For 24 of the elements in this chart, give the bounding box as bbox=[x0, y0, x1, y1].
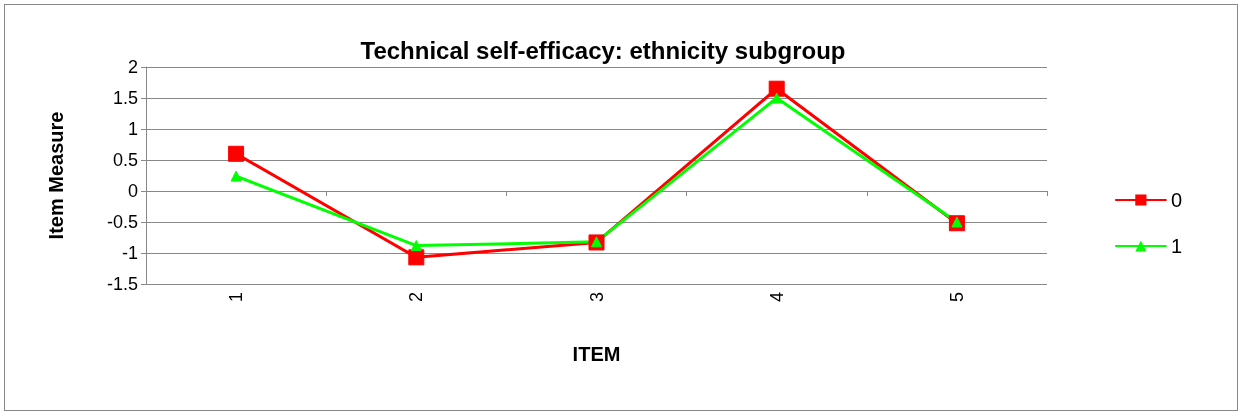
chart-title: Technical self-efficacy: ethnicity subgroup bbox=[360, 36, 846, 64]
point bbox=[228, 145, 245, 162]
point bbox=[408, 249, 425, 266]
y-tick-label: -1 bbox=[121, 243, 138, 263]
x-tick-label: 4 bbox=[766, 292, 787, 303]
point bbox=[768, 80, 785, 97]
x-tick-label: 1 bbox=[226, 292, 247, 303]
point bbox=[410, 240, 422, 252]
y-tick-label: 1 bbox=[127, 119, 138, 139]
point bbox=[230, 170, 242, 182]
y-tick-label: -1.5 bbox=[106, 274, 138, 294]
legend-label: 0 bbox=[1170, 189, 1182, 211]
x-tick-label: 3 bbox=[586, 292, 607, 303]
x-tick-label: 5 bbox=[946, 292, 967, 303]
x-axis-title: ITEM bbox=[572, 343, 621, 365]
point bbox=[771, 92, 783, 104]
legend-label: 1 bbox=[1170, 235, 1182, 257]
y-tick-label: 1.5 bbox=[112, 88, 138, 108]
y-tick-label: -0.5 bbox=[106, 212, 138, 232]
y-tick-label: 2 bbox=[127, 57, 138, 77]
y-tick-label: 0.5 bbox=[112, 150, 138, 170]
x-tick-label: 2 bbox=[406, 292, 427, 303]
y-tick-label: 0 bbox=[127, 181, 138, 201]
y-axis-title: Item Measure bbox=[45, 111, 67, 240]
